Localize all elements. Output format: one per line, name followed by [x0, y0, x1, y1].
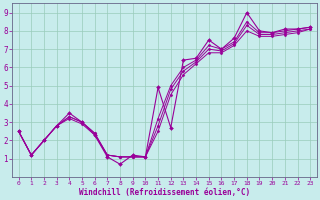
X-axis label: Windchill (Refroidissement éolien,°C): Windchill (Refroidissement éolien,°C) — [79, 188, 250, 197]
